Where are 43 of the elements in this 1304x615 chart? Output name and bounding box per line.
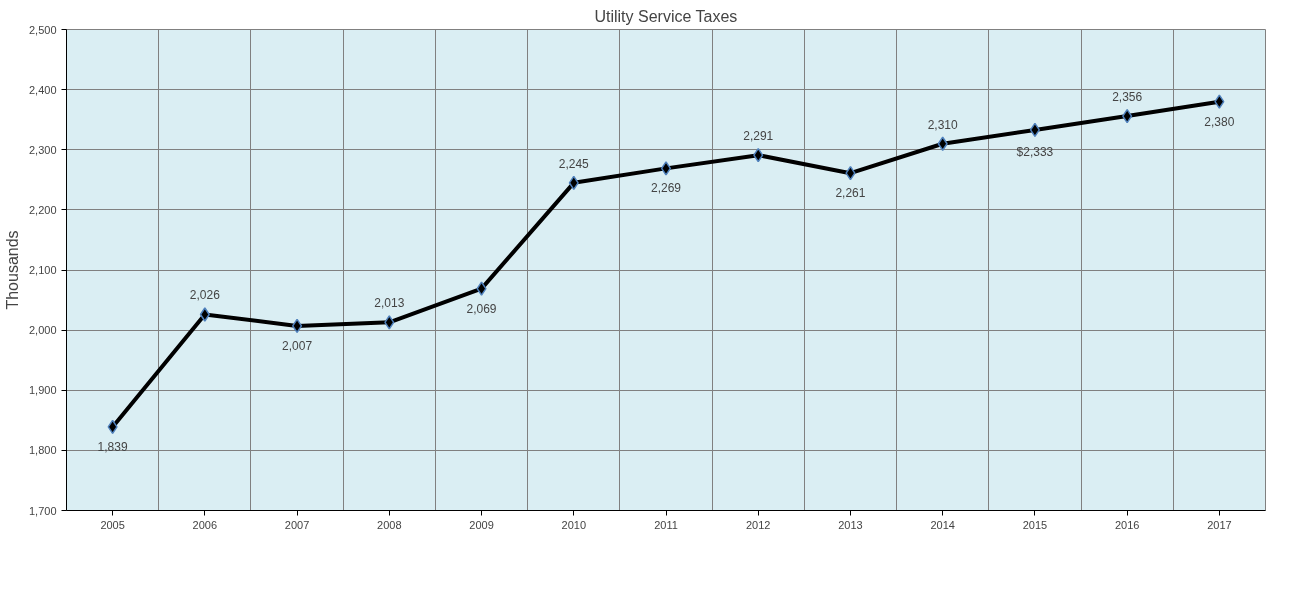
point <box>384 315 395 330</box>
data-label: 2,013 <box>374 296 405 311</box>
data-label: 2,310 <box>927 117 959 132</box>
y-tick-label: 2,400 <box>28 83 57 96</box>
x-tick-label: 2007 <box>284 518 310 531</box>
point <box>199 307 210 322</box>
data-label: 2,261 <box>835 186 866 201</box>
x-tick-label: 2009 <box>469 518 494 531</box>
point <box>1214 94 1225 109</box>
x-tick-label: 2017 <box>1207 518 1232 531</box>
x-tick-label: 2016 <box>1114 518 1140 531</box>
y-axis-title: Thousands <box>3 230 21 310</box>
data-label: 2,026 <box>189 288 221 303</box>
x-tick-label: 2006 <box>192 518 218 531</box>
point <box>476 281 487 296</box>
y-tick-label: 2,200 <box>28 203 57 216</box>
data-label: 2,007 <box>282 338 313 353</box>
x-tick-label: 2013 <box>838 518 863 531</box>
point <box>937 136 948 151</box>
chart-title: Utility Service Taxes <box>594 7 738 25</box>
x-tick-label: 2008 <box>377 518 402 531</box>
y-tick-label: 2,300 <box>28 143 57 156</box>
point <box>291 318 303 334</box>
point <box>660 161 672 176</box>
x-tick-label: 2011 <box>654 518 678 531</box>
data-label: 2,380 <box>1204 114 1235 129</box>
y-tick-label: 1,700 <box>28 504 57 517</box>
y-tick-label: 2,100 <box>28 264 57 276</box>
y-tick-label: 2,500 <box>28 23 57 36</box>
x-tick-label: 2005 <box>100 518 125 531</box>
data-label: 2,245 <box>558 156 590 171</box>
data-label: 2,269 <box>650 181 682 196</box>
point <box>1029 122 1041 138</box>
x-tick-label: 2015 <box>1022 518 1048 531</box>
x-tick-label: 2012 <box>746 518 771 531</box>
y-tick-label: 1,800 <box>28 444 57 457</box>
y-tick-label: 2,000 <box>28 324 57 337</box>
y-tick-label: 1,900 <box>28 384 57 397</box>
data-label: 2,069 <box>466 301 497 316</box>
x-tick-label: 2010 <box>561 518 587 531</box>
data-label: 2,291 <box>743 129 774 144</box>
x-tick-label: 2014 <box>930 518 955 531</box>
data-label: 2,356 <box>1112 90 1143 105</box>
